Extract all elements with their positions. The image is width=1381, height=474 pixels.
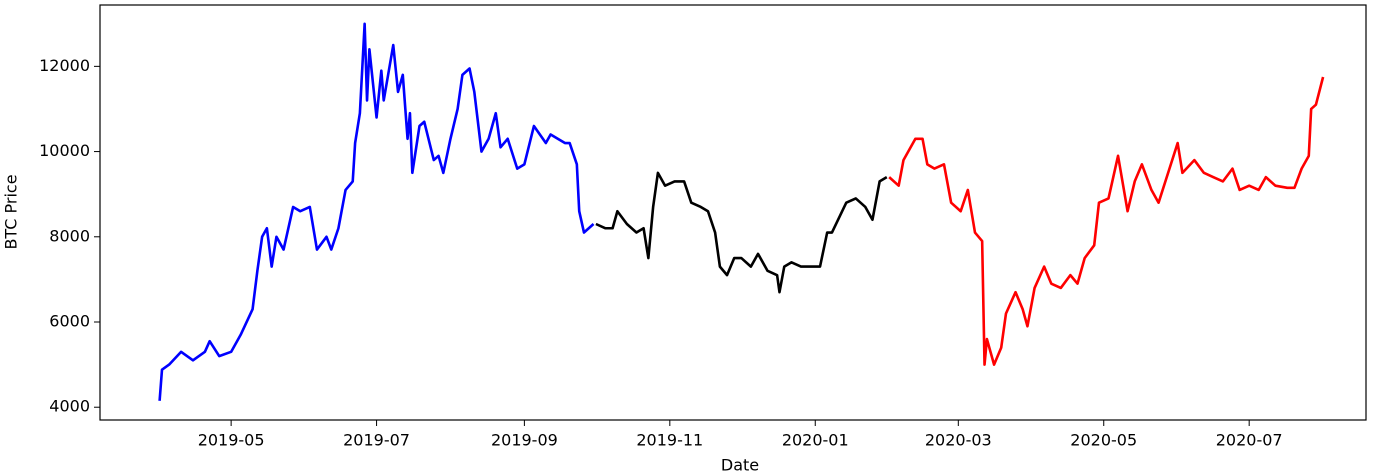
price-line xyxy=(595,171,888,294)
x-tick-label: 2019-11 xyxy=(636,431,703,450)
y-tick-label: 12000 xyxy=(39,56,90,75)
x-axis-label: Date xyxy=(721,456,759,474)
y-tick-label: 10000 xyxy=(39,141,90,160)
y-axis-label: BTC Price xyxy=(2,174,21,249)
x-tick-label: 2020-01 xyxy=(782,431,849,450)
x-tick-label: 2019-07 xyxy=(343,431,410,450)
y-tick-label: 6000 xyxy=(49,312,90,331)
x-tick-label: 2020-03 xyxy=(925,431,992,450)
x-tick-label: 2019-05 xyxy=(198,431,265,450)
price-line xyxy=(158,22,595,401)
x-tick-label: 2019-09 xyxy=(491,431,558,450)
plot-frame xyxy=(99,4,1367,421)
y-tick-label: 8000 xyxy=(49,226,90,245)
x-tick-label: 2020-07 xyxy=(1216,431,1283,450)
x-tick-label: 2020-05 xyxy=(1070,431,1137,450)
y-tick-label: 4000 xyxy=(49,397,90,416)
price-line xyxy=(888,76,1325,366)
